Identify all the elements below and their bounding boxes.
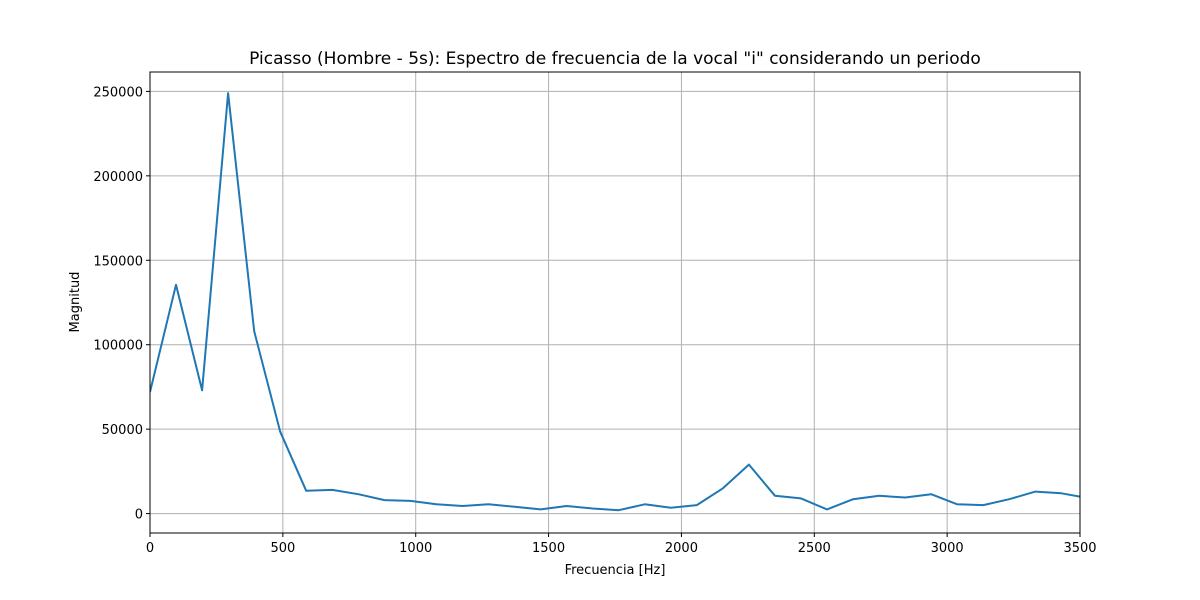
y-tick-label: 150000 bbox=[93, 254, 143, 269]
y-tick-label: 50000 bbox=[102, 423, 143, 438]
y-tick-label: 250000 bbox=[93, 85, 143, 100]
x-axis: 0 500 1000 1500 2000 2500 3000 3500 bbox=[146, 533, 1097, 556]
x-axis-label: Frecuencia [Hz] bbox=[565, 563, 666, 578]
x-tick-label: 2500 bbox=[798, 541, 831, 556]
plot-frame bbox=[149, 71, 1081, 534]
y-tick-label: 200000 bbox=[93, 170, 143, 185]
chart-title: Picasso (Hombre - 5s): Espectro de frecu… bbox=[249, 49, 981, 69]
x-tick-label: 1000 bbox=[399, 541, 432, 556]
y-tick-label: 0 bbox=[135, 508, 143, 523]
x-tick-label: 0 bbox=[146, 541, 154, 556]
x-tick-label: 1500 bbox=[532, 541, 565, 556]
x-tick-label: 3500 bbox=[1063, 541, 1096, 556]
x-tick-label: 500 bbox=[270, 541, 295, 556]
y-axis: 0 50000 100000 150000 200000 250000 bbox=[93, 85, 150, 523]
plot-area bbox=[150, 92, 1080, 512]
y-axis-label: Magnitud bbox=[68, 272, 83, 333]
y-tick-label: 100000 bbox=[93, 339, 143, 354]
x-tick-label: 3000 bbox=[931, 541, 964, 556]
spectrum-line bbox=[150, 92, 1080, 512]
x-tick-label: 2000 bbox=[665, 541, 698, 556]
